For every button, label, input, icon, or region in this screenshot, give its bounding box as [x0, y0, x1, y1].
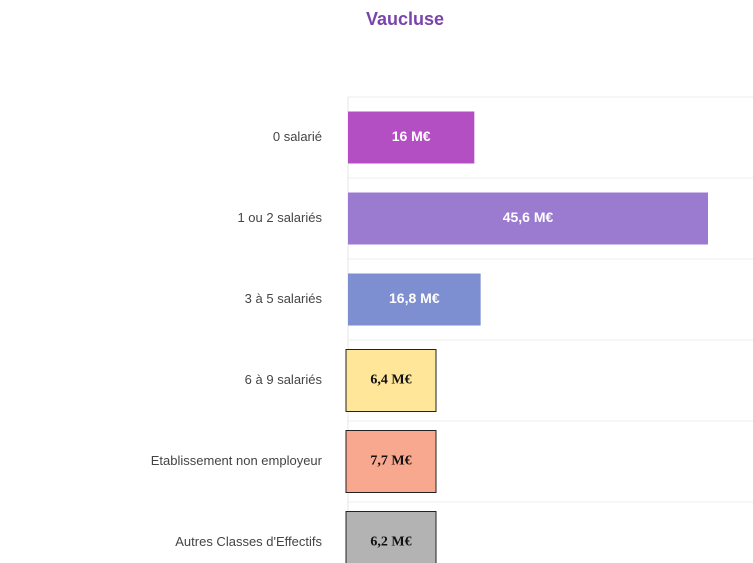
y-tick-label: 3 à 5 salariés	[245, 291, 323, 306]
y-tick-label: 1 ou 2 salariés	[237, 210, 322, 225]
y-tick-label: 6 à 9 salariés	[245, 372, 323, 387]
value-label: 7,7 M€	[370, 454, 411, 469]
y-tick-label: Autres Classes d'Effectifs	[175, 534, 322, 549]
y-tick-label: 0 salarié	[273, 129, 322, 144]
bar	[348, 273, 481, 326]
y-tick-label: Etablissement non employeur	[151, 453, 323, 468]
value-label-box	[345, 511, 437, 563]
value-label: 6,2 M€	[370, 535, 411, 550]
value-label: 16 M€	[392, 128, 431, 144]
chart-title: Vaucluse	[366, 9, 444, 29]
value-label-box	[345, 430, 437, 493]
bar	[348, 192, 708, 245]
value-label: 6,4 M€	[370, 373, 411, 388]
bar	[348, 111, 475, 164]
value-label: 45,6 M€	[503, 209, 554, 225]
value-label-box	[345, 349, 437, 412]
value-label: 16,8 M€	[389, 290, 440, 306]
